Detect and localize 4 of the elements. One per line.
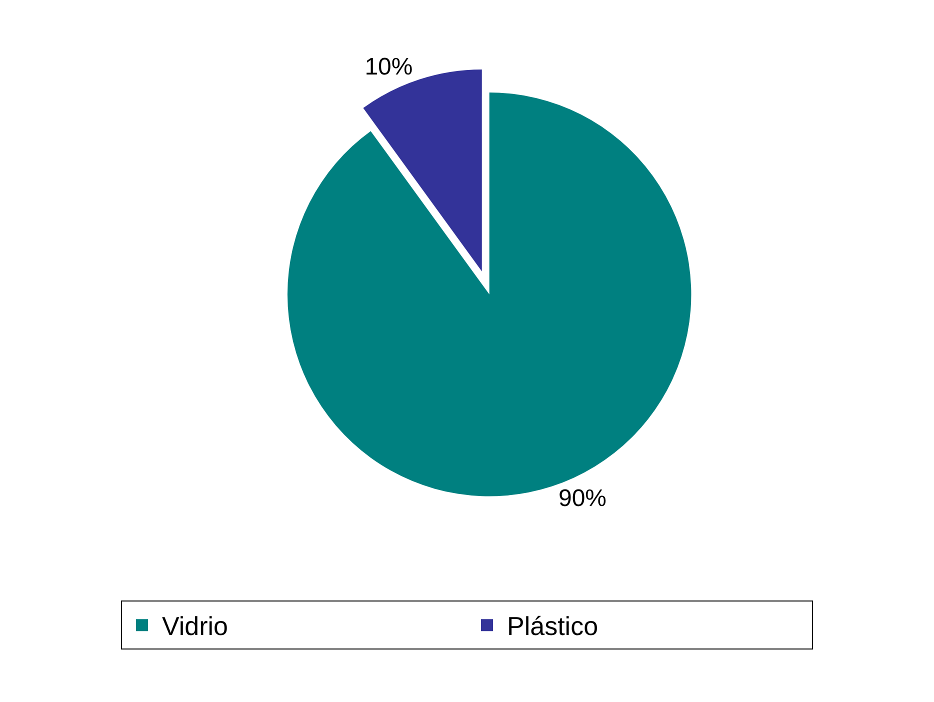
data-label: 10%: [364, 54, 413, 81]
legend-label: Plástico: [507, 611, 598, 642]
data-label: 90%: [558, 485, 607, 512]
legend-label: Vidrio: [162, 611, 228, 642]
